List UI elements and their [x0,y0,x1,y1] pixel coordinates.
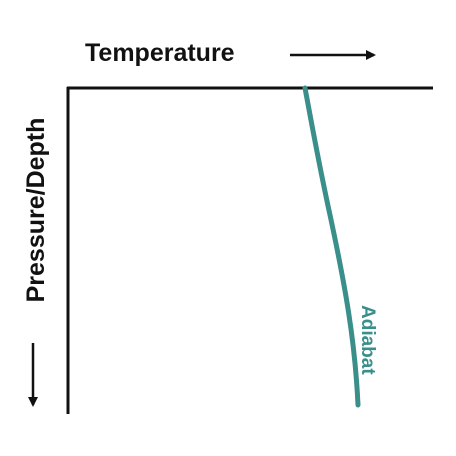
adiabat-label: Adiabat [357,305,378,375]
adiabat-curve [302,85,361,408]
x-axis-label: Temperature [85,39,235,67]
y-axis-label: Pressure/Depth [22,118,50,303]
